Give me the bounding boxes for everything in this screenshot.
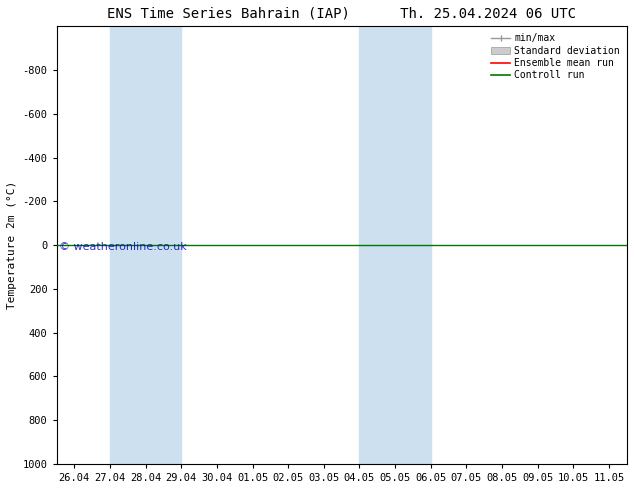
Y-axis label: Temperature 2m (°C): Temperature 2m (°C) <box>7 181 17 309</box>
Title: ENS Time Series Bahrain (IAP)      Th. 25.04.2024 06 UTC: ENS Time Series Bahrain (IAP) Th. 25.04.… <box>107 7 576 21</box>
Legend: min/max, Standard deviation, Ensemble mean run, Controll run: min/max, Standard deviation, Ensemble me… <box>489 31 622 82</box>
Bar <box>110 26 181 464</box>
Text: © weatheronline.co.uk: © weatheronline.co.uk <box>60 243 187 252</box>
Bar <box>359 26 430 464</box>
